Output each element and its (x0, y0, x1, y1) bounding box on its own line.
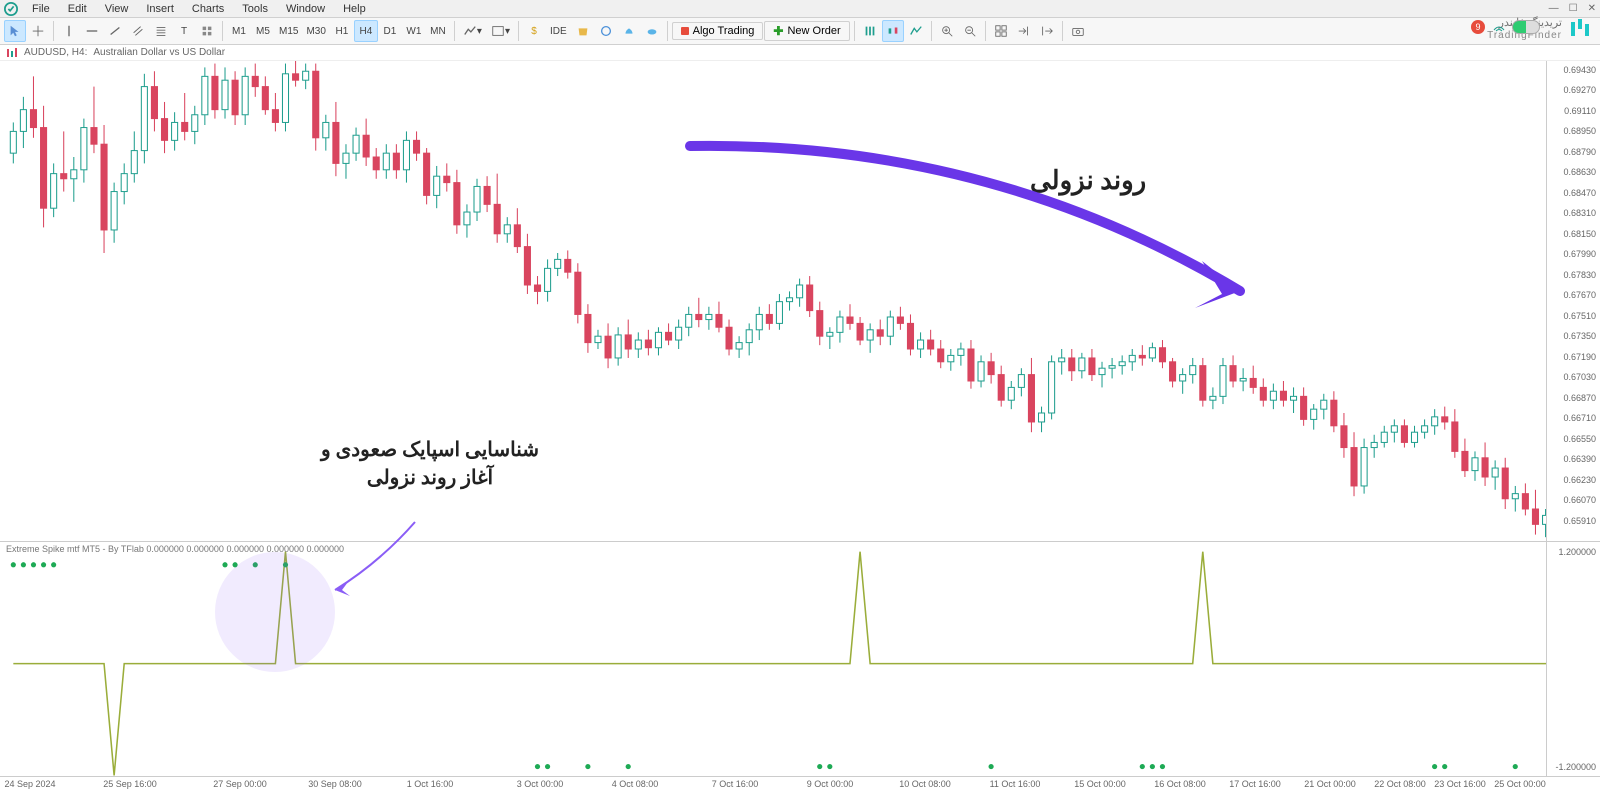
cloud-icon[interactable] (641, 20, 663, 42)
crosshair-tool[interactable] (27, 20, 49, 42)
time-axis: 24 Sep 202425 Sep 16:0027 Sep 00:0030 Se… (0, 776, 1600, 792)
bar-chart-icon[interactable] (859, 20, 881, 42)
indicator-axis: 1.200000-1.200000 (1546, 542, 1600, 776)
templates-dropdown[interactable]: ▾ (487, 20, 514, 42)
cursor-tool[interactable] (4, 20, 26, 42)
price-axis: 0.694300.692700.691100.689500.687900.686… (1546, 61, 1600, 541)
notif-icon[interactable]: 9 (1470, 19, 1486, 35)
candle-chart-icon[interactable] (882, 20, 904, 42)
toolbar: T M1M5M15M30H1H4D1W1MN ▾ ▾ $ IDE Algo Tr… (0, 18, 1600, 45)
maximize-icon[interactable]: ☐ (1569, 3, 1578, 14)
trend-arrow (680, 136, 1300, 346)
spike-label: شناسایی اسپایک صعودی و آغاز روند نزولی (320, 436, 540, 492)
new-order-button[interactable]: ✚New Order (764, 21, 849, 41)
marketplace-icon[interactable] (572, 20, 594, 42)
timeframe-M30[interactable]: M30 (302, 20, 329, 42)
channel-tool[interactable] (127, 20, 149, 42)
menu-insert[interactable]: Insert (138, 1, 182, 17)
indicator-panel[interactable]: Extreme Spike mtf MT5 - By TFlab 0.00000… (0, 541, 1600, 776)
grid-icon[interactable] (990, 20, 1012, 42)
menu-file[interactable]: File (24, 1, 58, 17)
camera-icon[interactable] (1067, 20, 1089, 42)
zoom-out-icon[interactable] (959, 20, 981, 42)
spike-highlight (215, 552, 335, 672)
timeframe-MN[interactable]: MN (426, 20, 450, 42)
vline-tool[interactable] (58, 20, 80, 42)
menu-charts[interactable]: Charts (184, 1, 232, 17)
text-tool[interactable]: T (173, 20, 195, 42)
fibo-tool[interactable] (150, 20, 172, 42)
wifi-icon (1492, 20, 1506, 34)
ide-button[interactable]: IDE (546, 20, 571, 42)
brand-logo-icon (1568, 16, 1594, 42)
autoscroll-icon[interactable] (1036, 20, 1058, 42)
objects-tool[interactable] (196, 20, 218, 42)
signals-icon[interactable] (595, 20, 617, 42)
timeframe-H4[interactable]: H4 (354, 20, 378, 42)
menu-window[interactable]: Window (278, 1, 333, 17)
vps-icon[interactable] (618, 20, 640, 42)
window-controls: — ☐ ✕ (1549, 3, 1596, 14)
chart-title-bar: AUDUSD, H4: Australian Dollar vs US Doll… (0, 45, 1600, 61)
chart-type-dropdown[interactable]: ▾ (459, 20, 486, 42)
price-chart[interactable]: 0.694300.692700.691100.689500.687900.686… (0, 61, 1600, 541)
trendline-tool[interactable] (104, 20, 126, 42)
status-icons: 9 (1470, 19, 1540, 35)
app-logo-icon (4, 2, 18, 16)
market-watch-icon[interactable]: $ (523, 20, 545, 42)
minimize-icon[interactable]: — (1549, 3, 1559, 14)
menu-edit[interactable]: Edit (60, 1, 95, 17)
timeframe-M15[interactable]: M15 (275, 20, 302, 42)
indicator-title: Extreme Spike mtf MT5 - By TFlab 0.00000… (6, 544, 344, 554)
shift-icon[interactable] (1013, 20, 1035, 42)
spike-arrow (320, 522, 440, 622)
timeframe-M5[interactable]: M5 (251, 20, 275, 42)
hline-tool[interactable] (81, 20, 103, 42)
zoom-in-icon[interactable] (936, 20, 958, 42)
chart-bars-icon (6, 47, 18, 59)
menu-view[interactable]: View (97, 1, 137, 17)
menu-help[interactable]: Help (335, 1, 374, 17)
timeframe-H1[interactable]: H1 (330, 20, 354, 42)
svg-text:9: 9 (1475, 22, 1480, 32)
chart-desc: Australian Dollar vs US Dollar (93, 47, 225, 58)
timeframe-W1[interactable]: W1 (402, 20, 426, 42)
timeframe-M1[interactable]: M1 (227, 20, 251, 42)
timeframe-D1[interactable]: D1 (378, 20, 402, 42)
menu-bar: File Edit View Insert Charts Tools Windo… (0, 0, 1600, 18)
close-icon[interactable]: ✕ (1588, 3, 1596, 14)
line-chart-icon[interactable] (905, 20, 927, 42)
connection-pill (1512, 20, 1540, 34)
chart-symbol: AUDUSD, H4: (24, 47, 87, 58)
algo-trading-button[interactable]: Algo Trading (672, 22, 764, 40)
menu-tools[interactable]: Tools (234, 1, 276, 17)
